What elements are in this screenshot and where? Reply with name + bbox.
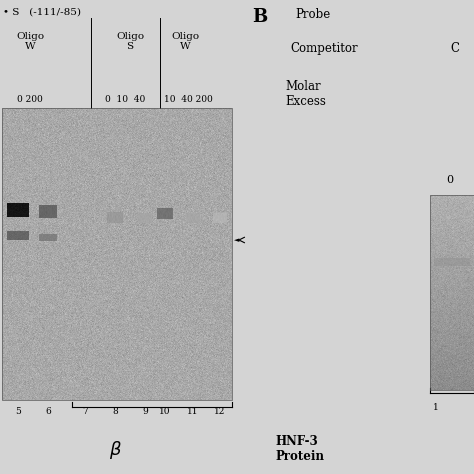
Bar bbox=[430, 195, 474, 390]
Text: Oligo
S: Oligo S bbox=[116, 32, 144, 51]
Bar bbox=[2, 108, 232, 400]
Text: B: B bbox=[252, 8, 267, 26]
Text: ◄: ◄ bbox=[234, 237, 239, 243]
Text: $\beta$: $\beta$ bbox=[109, 439, 121, 461]
Text: 7: 7 bbox=[82, 407, 88, 416]
Text: Competitor: Competitor bbox=[290, 42, 357, 55]
Text: Oligo
W: Oligo W bbox=[16, 32, 44, 51]
Text: 1: 1 bbox=[433, 403, 439, 412]
Text: 10: 10 bbox=[159, 407, 171, 416]
Text: 11: 11 bbox=[187, 407, 199, 416]
Text: Molar
Excess: Molar Excess bbox=[285, 80, 326, 108]
Text: 6: 6 bbox=[45, 407, 51, 416]
Text: 9: 9 bbox=[142, 407, 148, 416]
Text: 10  40 200: 10 40 200 bbox=[164, 95, 212, 104]
Text: Oligo
W: Oligo W bbox=[171, 32, 199, 51]
Text: 0  10  40: 0 10 40 bbox=[105, 95, 145, 104]
Text: 12: 12 bbox=[214, 407, 226, 416]
Text: 0: 0 bbox=[447, 175, 454, 185]
Text: HNF-3
Protein: HNF-3 Protein bbox=[275, 435, 324, 463]
Text: C: C bbox=[450, 42, 459, 55]
Text: 0 200: 0 200 bbox=[17, 95, 43, 104]
Text: 8: 8 bbox=[112, 407, 118, 416]
Text: Probe: Probe bbox=[295, 8, 330, 21]
Text: 5: 5 bbox=[15, 407, 21, 416]
Text: • S   (-111/-85): • S (-111/-85) bbox=[3, 8, 81, 17]
